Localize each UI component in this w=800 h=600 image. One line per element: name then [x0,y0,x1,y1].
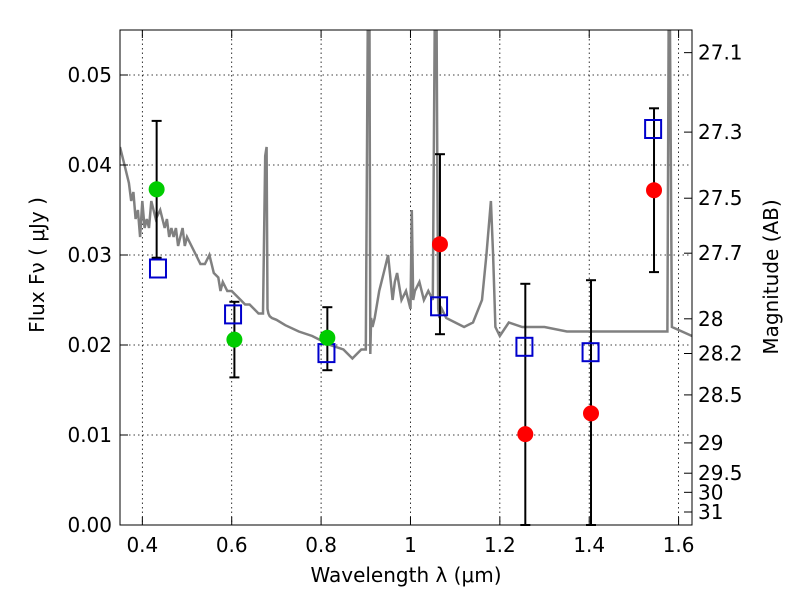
x-tick-label: 0.4 [126,533,158,557]
mag-tick-label: 27.5 [698,186,743,210]
mag-tick-label: 28.2 [698,341,743,365]
x-tick-label: 1.2 [484,533,516,557]
observed-flux-point [319,329,336,346]
x-tick-label: 0.8 [305,533,337,557]
mag-tick-label: 29.5 [698,461,743,485]
model-spectrum-line [120,30,692,361]
observed-flux-point [583,405,600,422]
mag-tick-label: 27.7 [698,241,743,265]
mag-tick-label: 31 [698,500,723,524]
model-flux-square [644,119,663,139]
mag-tick-label: 28 [698,307,723,331]
mag-tick-label: 29 [698,431,723,455]
grid [120,30,692,526]
x-tick-label: 1 [404,533,417,557]
model-flux-square [430,296,449,317]
observed-flux-point [517,426,534,443]
model-flux-square [581,342,600,363]
y-axis-title: Flux Fν ( μJy ) [25,197,49,333]
y-tick-label: 0.04 [67,153,112,177]
observed-flux-point [148,181,165,198]
mag-tick-label: 30 [698,480,723,504]
axis-ticks [120,30,692,526]
x-tick-label: 0.6 [216,533,248,557]
y2-axis-title: Magnitude (AB) [759,199,783,354]
tick-labels: 0.4 0.6 0.8 1 1.2 1.4 1.6 0.00 0.01 0.02 0.03 0.04 0… [67,41,742,557]
observed-flux-point [646,182,663,199]
y-tick-label: 0.05 [67,63,112,87]
observed-flux-point [226,331,243,348]
data-markers [148,119,663,443]
y-tick-label: 0.01 [67,423,112,447]
y-tick-label: 0.00 [67,513,112,537]
model-flux-square [515,336,534,357]
y-tick-label: 0.03 [67,243,112,267]
x-tick-label: 1.6 [663,533,695,557]
y-tick-label: 0.02 [67,333,112,357]
mag-tick-label: 28.5 [698,383,743,407]
model-flux-square [148,258,167,279]
observed-flux-point [431,236,448,253]
plot-frame [119,29,693,526]
x-tick-label: 1.4 [573,533,605,557]
model-flux-square [224,304,243,325]
plot-background [120,30,692,525]
mag-tick-label: 27.3 [698,120,743,144]
x-axis-title: Wavelength λ (μm) [310,563,501,587]
mag-tick-label: 27.1 [698,41,743,65]
